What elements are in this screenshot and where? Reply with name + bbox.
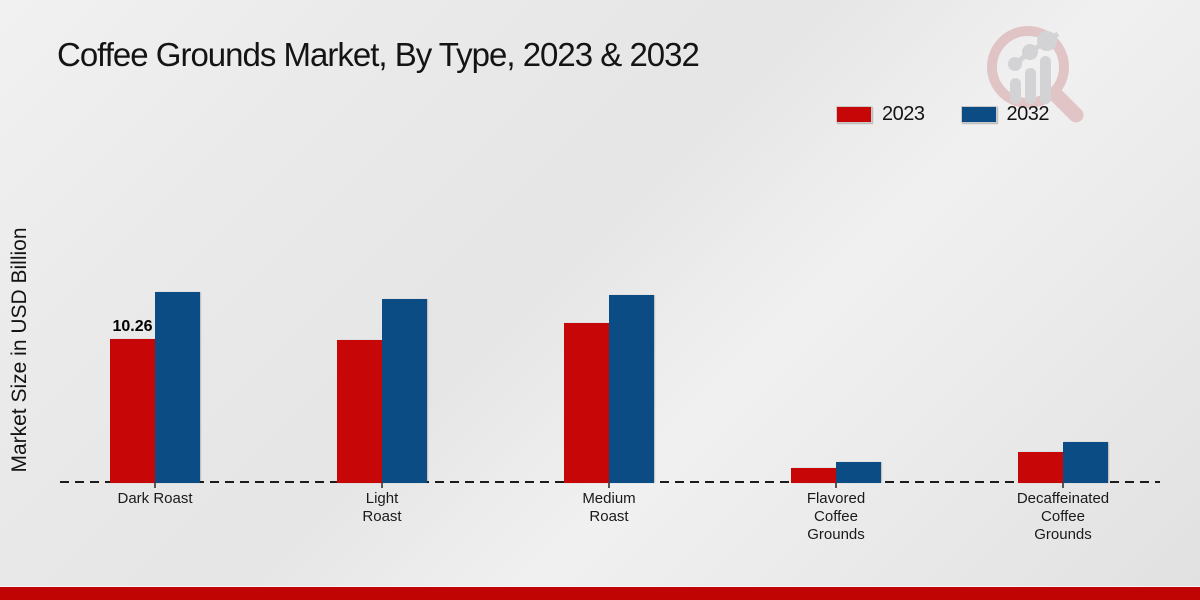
x-category-label: Dark Roast [117,490,193,507]
bar-2032-3 [836,462,881,483]
legend-item-2032: 2032 [960,103,1050,126]
bar-2023-3 [791,468,836,483]
x-category-label: Flavored Coffee Grounds [806,490,866,543]
legend-swatch-2023 [836,106,872,123]
bottom-red-stripe [0,586,1200,600]
x-axis-tick [1062,483,1064,488]
x-category-label: Light Roast [362,490,402,525]
x-axis-tick [608,483,610,488]
x-axis-tick [835,483,837,488]
magnifier-growth-logo-icon [987,26,1084,123]
bar-2023-1 [337,340,382,483]
x-axis-tick [154,483,156,488]
bar-2032-1 [382,299,427,483]
chart-title: Coffee Grounds Market, By Type, 2023 & 2… [57,36,700,73]
x-category-label: Decaffeinated Coffee Grounds [1016,490,1110,543]
bar-2023-4 [1018,452,1063,483]
legend: 2023 2032 [836,103,1049,126]
bar-2032-4 [1063,442,1108,483]
x-axis-tick [381,483,383,488]
bar-2023-2 [564,323,609,483]
bar-2032-2 [609,295,654,483]
bar-value-label: 10.26 [112,318,153,335]
x-category-label: Medium Roast [582,490,636,525]
legend-item-2023: 2023 [836,103,925,126]
bar-2032-0 [155,292,200,483]
bar-2023-0 [110,339,155,483]
legend-swatch-2032 [960,106,997,123]
legend-label-2032: 2032 [1006,103,1050,125]
legend-label-2023: 2023 [882,103,925,125]
